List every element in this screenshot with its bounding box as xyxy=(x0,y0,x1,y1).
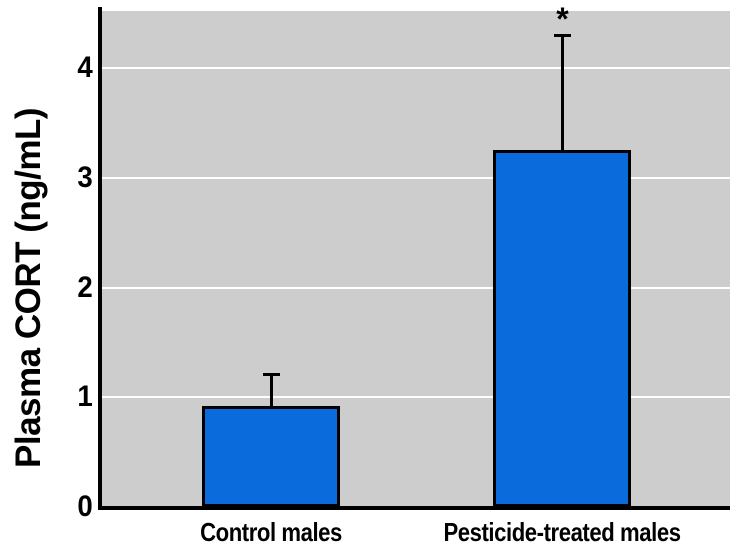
significance-marker-pesticide-treated-males: * xyxy=(556,1,569,38)
gridline-y-1 xyxy=(101,396,730,399)
error-bar-cap-pesticide-treated-males xyxy=(553,33,571,37)
gridline-y-4 xyxy=(101,67,730,70)
plot-area: * xyxy=(101,3,730,507)
y-tick-label-0: 0 xyxy=(77,490,93,523)
y-tick-label-1: 1 xyxy=(77,380,93,414)
y-tick-label-2: 2 xyxy=(77,270,93,304)
error-bar-cap-control-males xyxy=(262,372,280,376)
error-bar-line-pesticide-treated-males xyxy=(560,35,564,151)
gridline-y-2 xyxy=(101,286,730,289)
x-axis-label-pesticide-treated-males: Pesticide-treated males xyxy=(443,517,682,547)
bar-control-males xyxy=(202,406,341,507)
x-axis-spine xyxy=(98,506,730,510)
gridline-y-3 xyxy=(101,176,730,179)
y-tick-label-4: 4 xyxy=(77,51,93,85)
x-axis-label-control-males: Control males xyxy=(200,517,342,547)
y-tick-label-3: 3 xyxy=(77,160,93,194)
y-axis-spine xyxy=(98,7,102,510)
y-axis-title: Plasma CORT (ng/mL) xyxy=(9,108,48,468)
bar-pesticide-treated-males xyxy=(493,150,632,507)
error-bar-line-control-males xyxy=(269,374,273,407)
